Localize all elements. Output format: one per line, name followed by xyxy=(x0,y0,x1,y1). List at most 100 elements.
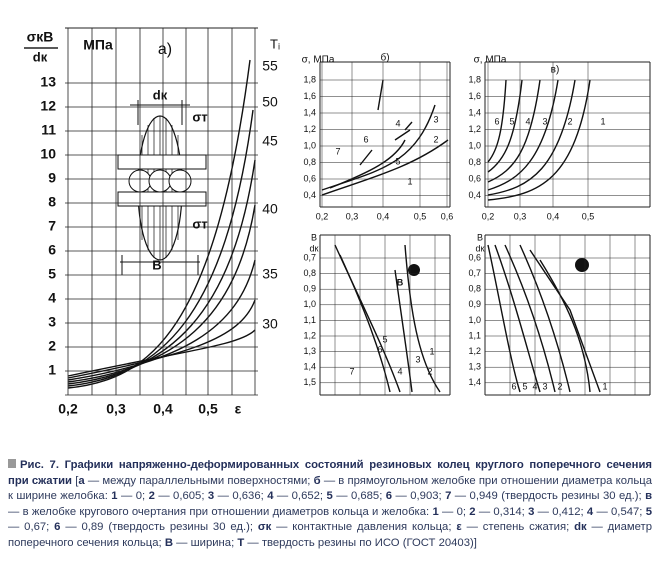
label: 1,3 xyxy=(303,346,316,356)
label: 40 xyxy=(262,201,278,217)
caption-run: 6 xyxy=(385,490,393,503)
label: 9 xyxy=(48,170,56,186)
caption-run: — контактные давления кольца; xyxy=(271,521,457,534)
label: 3 xyxy=(48,314,56,330)
label: 1 xyxy=(429,346,434,356)
label: 0,4 xyxy=(547,211,560,221)
label: 2 xyxy=(557,381,562,391)
label: 2 xyxy=(48,338,56,354)
label: 10 xyxy=(40,146,56,162)
label: 0,7 xyxy=(468,268,481,278)
label: 5 xyxy=(522,381,527,391)
label: 0,8 xyxy=(468,284,481,294)
caption-run: в xyxy=(645,490,653,503)
caption-run: б xyxy=(313,474,321,487)
label: 1,6 xyxy=(468,91,481,101)
caption-run: 1 xyxy=(111,490,118,503)
label: 1,5 xyxy=(303,377,316,387)
label: 1 xyxy=(602,381,607,391)
label: 3 xyxy=(542,381,547,391)
label: В xyxy=(397,277,404,287)
caption-run: — в прямоугольном желобке при отношении … xyxy=(8,474,652,503)
caption-run: — 0,685; xyxy=(332,490,386,503)
label: 12 xyxy=(40,98,56,114)
caption-run: ε xyxy=(456,521,462,534)
label: 6 xyxy=(363,134,368,144)
label: dк xyxy=(476,243,485,253)
label: 4 xyxy=(532,381,537,391)
label: σт xyxy=(192,216,207,231)
label: 4 xyxy=(48,290,56,306)
label: 4 xyxy=(395,118,400,128)
caption-run: 4 xyxy=(586,505,594,518)
label: 50 xyxy=(262,94,278,110)
label: МПа xyxy=(83,37,113,53)
label: 0,5 xyxy=(414,211,427,221)
caption-run: 5 xyxy=(645,505,652,518)
label: 1 xyxy=(600,116,605,126)
label: 0,3 xyxy=(346,211,359,221)
caption-run: — 0,949 (твердость резины 30 ед.); xyxy=(451,490,646,503)
label: 0,4 xyxy=(153,401,173,417)
caption-run: 3 xyxy=(528,505,535,518)
label: 0,6 xyxy=(468,173,481,183)
caption-run: — 0,67; xyxy=(8,521,55,534)
label: 35 xyxy=(262,266,278,282)
label: 0,5 xyxy=(198,401,218,417)
label: B xyxy=(311,232,317,242)
caption-run: [ xyxy=(72,474,79,487)
label: 6 xyxy=(377,344,382,354)
label: 0,2 xyxy=(316,211,329,221)
label: 5 xyxy=(48,266,56,282)
label: dк xyxy=(33,49,48,64)
label: 0,6 xyxy=(468,252,481,262)
label: 1,8 xyxy=(303,74,316,84)
caption-run: dк xyxy=(574,521,587,534)
caption-run: — ширина; xyxy=(173,536,238,549)
label: σ, МПа xyxy=(474,55,507,66)
small-panel-curves xyxy=(321,79,601,393)
label: B xyxy=(477,232,483,242)
label: 0,8 xyxy=(468,157,481,167)
label: 1,2 xyxy=(468,346,481,356)
label: σкB xyxy=(27,29,54,45)
label: б) xyxy=(380,52,389,64)
caption-run: — 0,547; xyxy=(593,505,646,518)
label: 0,4 xyxy=(303,190,316,200)
caption-run: — 0,412; xyxy=(534,505,587,518)
panel-a-inset xyxy=(117,100,207,275)
label: Tᵢ xyxy=(270,36,280,51)
label: 1,4 xyxy=(303,107,316,117)
label: 0,4 xyxy=(468,190,481,200)
label: 1,2 xyxy=(303,330,316,340)
caption-run: 7 xyxy=(445,490,452,503)
label: 4 xyxy=(397,366,402,376)
label: 0,3 xyxy=(514,211,527,221)
label: 11 xyxy=(41,122,56,138)
caption-run: — 0,903; xyxy=(392,490,446,503)
label: В xyxy=(152,257,161,272)
caption-run: — 0; xyxy=(117,490,149,503)
label: 1,6 xyxy=(303,91,316,101)
label: 2 xyxy=(427,366,432,376)
caption-run: — 0,652; xyxy=(273,490,327,503)
label: 7 xyxy=(48,218,56,234)
caption: Рис. 7. Графики напряженно-деформированн… xyxy=(8,458,652,552)
label: ε xyxy=(235,401,242,417)
label: 7 xyxy=(335,146,340,156)
label: 1,8 xyxy=(468,74,481,84)
label: 5 xyxy=(395,156,400,166)
label: 0,6 xyxy=(441,211,454,221)
label: 5 xyxy=(382,334,387,344)
label: 1 xyxy=(407,176,412,186)
label: 1,4 xyxy=(303,362,316,372)
label: 3 xyxy=(433,114,438,124)
label: 1,1 xyxy=(303,315,316,325)
label: 1,2 xyxy=(303,124,316,134)
label: 6 xyxy=(511,381,516,391)
label: 0,6 xyxy=(303,173,316,183)
label: 0,8 xyxy=(303,268,316,278)
caption-run: B xyxy=(164,536,174,549)
label: 4 xyxy=(525,116,530,126)
